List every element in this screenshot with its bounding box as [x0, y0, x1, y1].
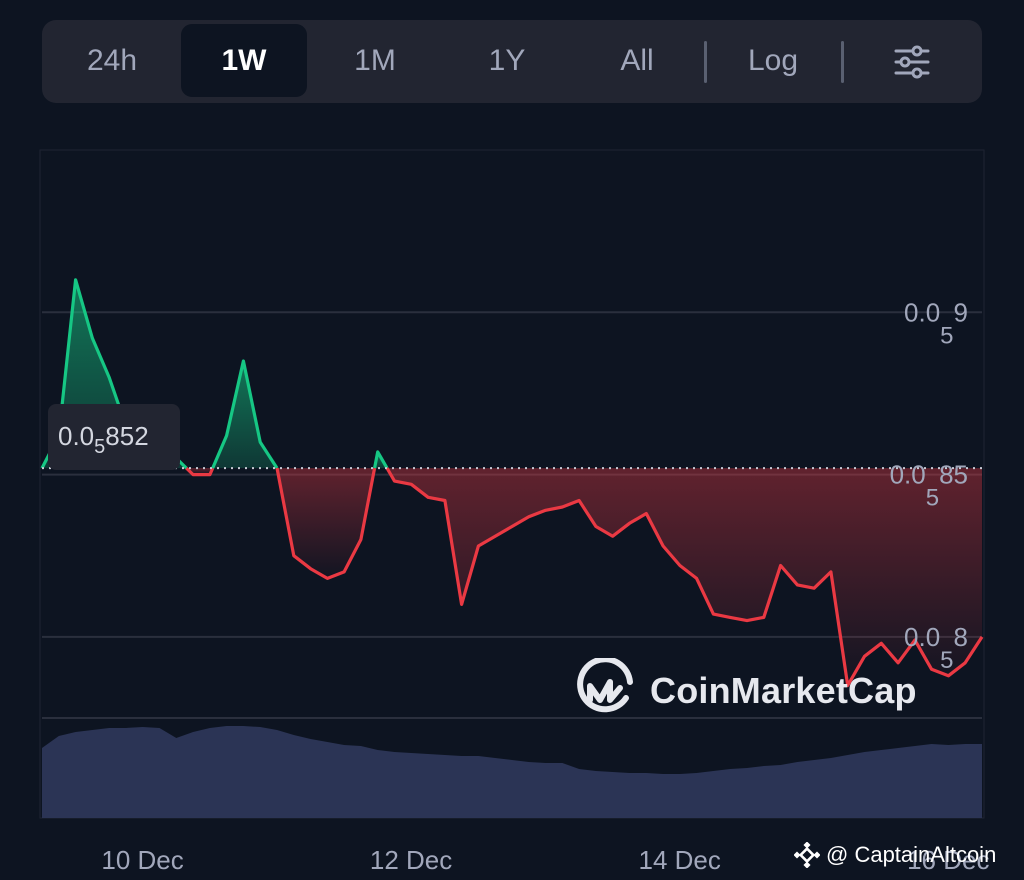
coinmarketcap-logo-icon — [574, 655, 636, 725]
volume-area — [42, 726, 982, 818]
coinmarketcap-watermark: CoinMarketCap — [574, 655, 917, 725]
area-above-open — [212, 361, 277, 469]
area-below-open — [387, 468, 982, 686]
x-tick-label: 12 Dec — [370, 845, 452, 875]
tab-1y[interactable]: 1Y — [488, 44, 526, 77]
price-line-down — [185, 466, 215, 477]
x-tick-label: 16 Dec — [907, 845, 989, 875]
timeframe-toolbar: 24h 1W 1M 1Y All Log — [42, 20, 982, 103]
sliders-icon[interactable] — [890, 42, 934, 82]
tab-24h[interactable]: 24h — [86, 44, 138, 77]
toolbar-divider — [704, 41, 707, 83]
x-tick-label: 10 Dec — [101, 845, 183, 875]
toolbar-divider — [841, 41, 844, 83]
watermark-text: CoinMarketCap — [650, 670, 917, 711]
area-below-open — [277, 468, 375, 579]
price-line-down — [385, 467, 984, 688]
tab-all[interactable]: All — [620, 44, 654, 77]
log-toggle[interactable]: Log — [747, 44, 799, 77]
price-line-up — [211, 359, 279, 469]
x-tick-label: 14 Dec — [639, 845, 721, 875]
price-line-up — [373, 450, 389, 469]
binance-logo-icon — [793, 841, 821, 869]
y-tick-label: 0.059 — [904, 297, 968, 349]
credit-text: @ CaptainAltcoin — [826, 842, 997, 867]
open-price-badge — [48, 404, 180, 470]
price-line-down — [275, 467, 377, 580]
tab-1m[interactable]: 1M — [354, 44, 396, 77]
author-credit: @ CaptainAltcoin — [793, 841, 997, 869]
tab-1w[interactable]: 1W — [181, 24, 307, 97]
